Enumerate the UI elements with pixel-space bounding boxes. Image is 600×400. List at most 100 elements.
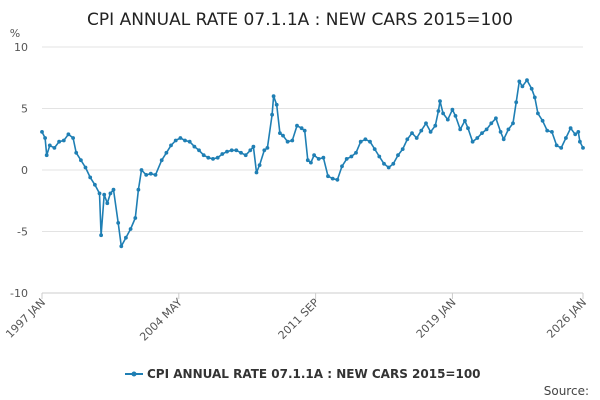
data-point xyxy=(433,123,438,128)
data-point xyxy=(220,152,225,156)
data-point xyxy=(564,136,568,140)
data-point xyxy=(545,128,550,133)
data-point xyxy=(576,130,581,134)
x-tick-label: 2026 JAN xyxy=(544,296,589,341)
y-axis-ticks: 10 5 0 -5 -10 xyxy=(10,41,28,300)
data-point xyxy=(424,121,428,126)
data-point xyxy=(74,150,79,155)
gridlines xyxy=(42,46,583,294)
source-label: Source: xyxy=(544,384,589,398)
data-point xyxy=(511,121,515,126)
x-tick-label: 2019 JAN xyxy=(414,296,459,341)
data-point xyxy=(88,175,93,180)
data-point xyxy=(540,118,545,123)
data-point xyxy=(124,235,128,240)
data-point xyxy=(550,130,554,134)
data-point xyxy=(326,174,330,179)
data-point xyxy=(270,112,274,117)
y-tick-label: 0 xyxy=(21,164,28,177)
x-tick-label: 2011 SEP xyxy=(276,296,322,342)
data-point xyxy=(57,139,61,144)
data-point xyxy=(159,158,164,163)
data-point xyxy=(498,130,503,134)
data-point xyxy=(148,171,153,176)
data-point xyxy=(192,144,197,149)
data-point xyxy=(164,150,169,155)
data-point xyxy=(278,131,282,136)
legend-point-marker xyxy=(131,371,137,377)
data-point xyxy=(335,177,340,182)
data-point xyxy=(93,182,97,187)
data-point xyxy=(441,111,445,116)
data-point xyxy=(153,173,158,177)
data-point xyxy=(79,158,83,163)
data-point xyxy=(136,187,141,192)
data-point xyxy=(243,153,248,158)
data-point xyxy=(391,161,396,166)
data-point xyxy=(290,138,295,143)
data-point xyxy=(71,136,75,140)
data-point xyxy=(410,131,414,136)
data-point xyxy=(187,139,192,144)
data-point xyxy=(133,216,138,220)
data-point xyxy=(239,150,243,155)
data-point xyxy=(536,111,540,116)
data-point xyxy=(382,161,386,166)
data-point xyxy=(573,132,578,137)
data-point xyxy=(453,114,458,118)
data-point xyxy=(105,201,110,206)
data-point xyxy=(173,138,178,143)
data-point xyxy=(475,136,480,140)
data-point xyxy=(517,79,522,84)
data-point xyxy=(458,127,463,132)
data-point xyxy=(40,130,44,134)
data-point xyxy=(102,192,107,197)
data-point xyxy=(144,173,149,177)
data-point xyxy=(299,126,304,131)
data-point xyxy=(128,227,133,231)
data-point xyxy=(396,153,400,158)
data-point xyxy=(532,95,537,100)
data-point xyxy=(225,149,229,154)
data-point xyxy=(201,153,206,158)
x-tick-label: 1997 JAN xyxy=(3,296,48,341)
data-point xyxy=(178,136,183,140)
data-point xyxy=(578,139,582,144)
data-point xyxy=(506,127,511,132)
data-point xyxy=(330,176,335,181)
data-point xyxy=(568,126,573,131)
data-point xyxy=(340,164,344,169)
data-point xyxy=(489,121,494,126)
data-point xyxy=(309,160,313,165)
data-point xyxy=(514,100,519,105)
data-point xyxy=(47,143,52,148)
y-tick-label: 5 xyxy=(21,103,28,116)
legend: CPI ANNUAL RATE 07.1.1A : NEW CARS 2015=… xyxy=(125,367,481,381)
data-point xyxy=(257,163,262,168)
data-point xyxy=(271,94,276,99)
data-point xyxy=(234,148,239,153)
data-point xyxy=(354,150,358,155)
data-point xyxy=(419,128,424,133)
data-point xyxy=(197,148,201,153)
data-point xyxy=(211,157,215,161)
data-point xyxy=(428,130,433,134)
data-point xyxy=(463,118,467,123)
data-point xyxy=(414,136,419,140)
data-point xyxy=(438,99,442,103)
data-point xyxy=(66,132,71,137)
data-point xyxy=(295,123,299,128)
data-point xyxy=(445,117,450,122)
data-point xyxy=(254,170,259,175)
y-tick-label: 10 xyxy=(14,41,28,54)
data-point xyxy=(520,84,525,89)
data-point xyxy=(108,191,113,196)
data-point xyxy=(206,155,211,160)
data-point xyxy=(450,107,455,112)
x-axis: 1997 JAN 2004 MAY 2011 SEP 2019 JAN 2026 JAN xyxy=(3,292,589,344)
y-tick-label: -10 xyxy=(10,287,28,300)
data-point xyxy=(358,139,363,144)
data-point xyxy=(83,165,88,170)
data-point xyxy=(281,133,285,138)
data-point xyxy=(99,233,103,238)
